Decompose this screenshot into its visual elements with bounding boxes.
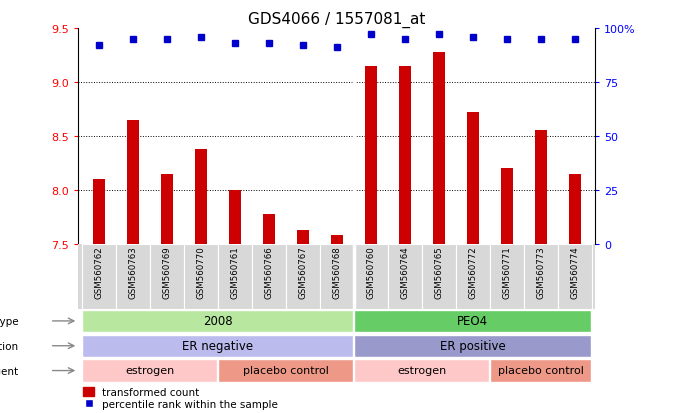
Bar — [320, 244, 354, 309]
Bar — [422, 244, 456, 309]
Bar — [354, 310, 591, 332]
Bar — [150, 244, 184, 309]
Bar — [524, 244, 558, 309]
Bar — [286, 244, 320, 309]
Bar — [82, 360, 217, 382]
Text: GSM560764: GSM560764 — [400, 246, 409, 299]
Text: GSM560770: GSM560770 — [196, 246, 205, 299]
Text: GSM560760: GSM560760 — [366, 246, 375, 299]
Text: GSM560771: GSM560771 — [502, 246, 511, 299]
Text: estrogen: estrogen — [125, 365, 174, 375]
Bar — [262, 214, 275, 244]
Bar — [184, 244, 218, 309]
Bar — [82, 335, 353, 357]
Text: cell type: cell type — [0, 316, 19, 326]
Bar — [354, 360, 489, 382]
Bar — [456, 244, 490, 309]
Bar — [354, 335, 591, 357]
Text: GSM560765: GSM560765 — [434, 246, 443, 299]
Bar — [364, 66, 377, 244]
Text: GSM560767: GSM560767 — [298, 246, 307, 299]
Bar — [558, 244, 592, 309]
Bar — [218, 244, 252, 309]
Text: 2008: 2008 — [203, 314, 233, 327]
Text: GSM560774: GSM560774 — [570, 246, 579, 299]
Text: GSM560773: GSM560773 — [536, 246, 545, 299]
Bar — [398, 66, 411, 244]
Bar — [126, 121, 139, 244]
Text: estrogen: estrogen — [397, 365, 446, 375]
Legend: transformed count, percentile rank within the sample: transformed count, percentile rank withi… — [84, 387, 278, 409]
Bar — [500, 169, 513, 244]
Bar — [228, 190, 241, 244]
Bar — [218, 360, 353, 382]
Text: GSM560766: GSM560766 — [264, 246, 273, 299]
Bar — [432, 52, 445, 244]
Bar — [252, 244, 286, 309]
Bar — [92, 180, 105, 244]
Bar — [194, 150, 207, 244]
Bar — [490, 360, 591, 382]
Bar — [568, 174, 581, 244]
Bar — [82, 310, 353, 332]
Text: GSM560761: GSM560761 — [230, 246, 239, 299]
Text: placebo control: placebo control — [243, 365, 328, 375]
Bar — [534, 131, 547, 244]
Bar — [116, 244, 150, 309]
Bar — [388, 244, 422, 309]
Text: genotype/variation: genotype/variation — [0, 341, 19, 351]
Text: GSM560768: GSM560768 — [332, 246, 341, 299]
Text: placebo control: placebo control — [498, 365, 583, 375]
Bar — [296, 230, 309, 244]
Text: GSM560762: GSM560762 — [94, 246, 103, 299]
Text: ER positive: ER positive — [440, 339, 505, 352]
Bar — [466, 113, 479, 244]
Text: ER negative: ER negative — [182, 339, 253, 352]
Text: agent: agent — [0, 366, 19, 376]
Bar — [82, 244, 116, 309]
Text: GSM560763: GSM560763 — [128, 246, 137, 299]
Bar — [330, 235, 343, 244]
Title: GDS4066 / 1557081_at: GDS4066 / 1557081_at — [248, 12, 425, 28]
Bar — [354, 244, 388, 309]
Bar — [490, 244, 524, 309]
Text: PEO4: PEO4 — [457, 314, 488, 327]
Text: GSM560769: GSM560769 — [162, 246, 171, 299]
Text: GSM560772: GSM560772 — [468, 246, 477, 299]
Bar — [160, 174, 173, 244]
